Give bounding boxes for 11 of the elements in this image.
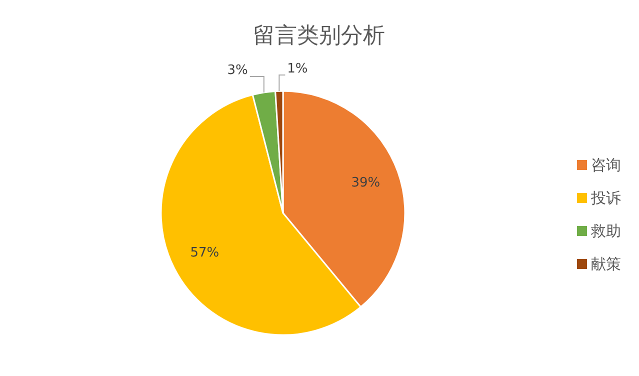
legend-label: 咨询 <box>591 156 621 174</box>
data-label: 1% <box>287 62 308 77</box>
legend-label: 献策 <box>591 255 621 273</box>
chart-title: 留言类别分析 <box>253 24 385 48</box>
legend-label: 救助 <box>590 222 621 240</box>
data-label: 3% <box>227 63 248 78</box>
pie-slice <box>282 90 406 308</box>
legend-label: 投诉 <box>590 189 621 207</box>
pie-slice <box>274 90 284 214</box>
data-label: 57% <box>190 245 220 260</box>
data-label: 39% <box>351 176 380 191</box>
